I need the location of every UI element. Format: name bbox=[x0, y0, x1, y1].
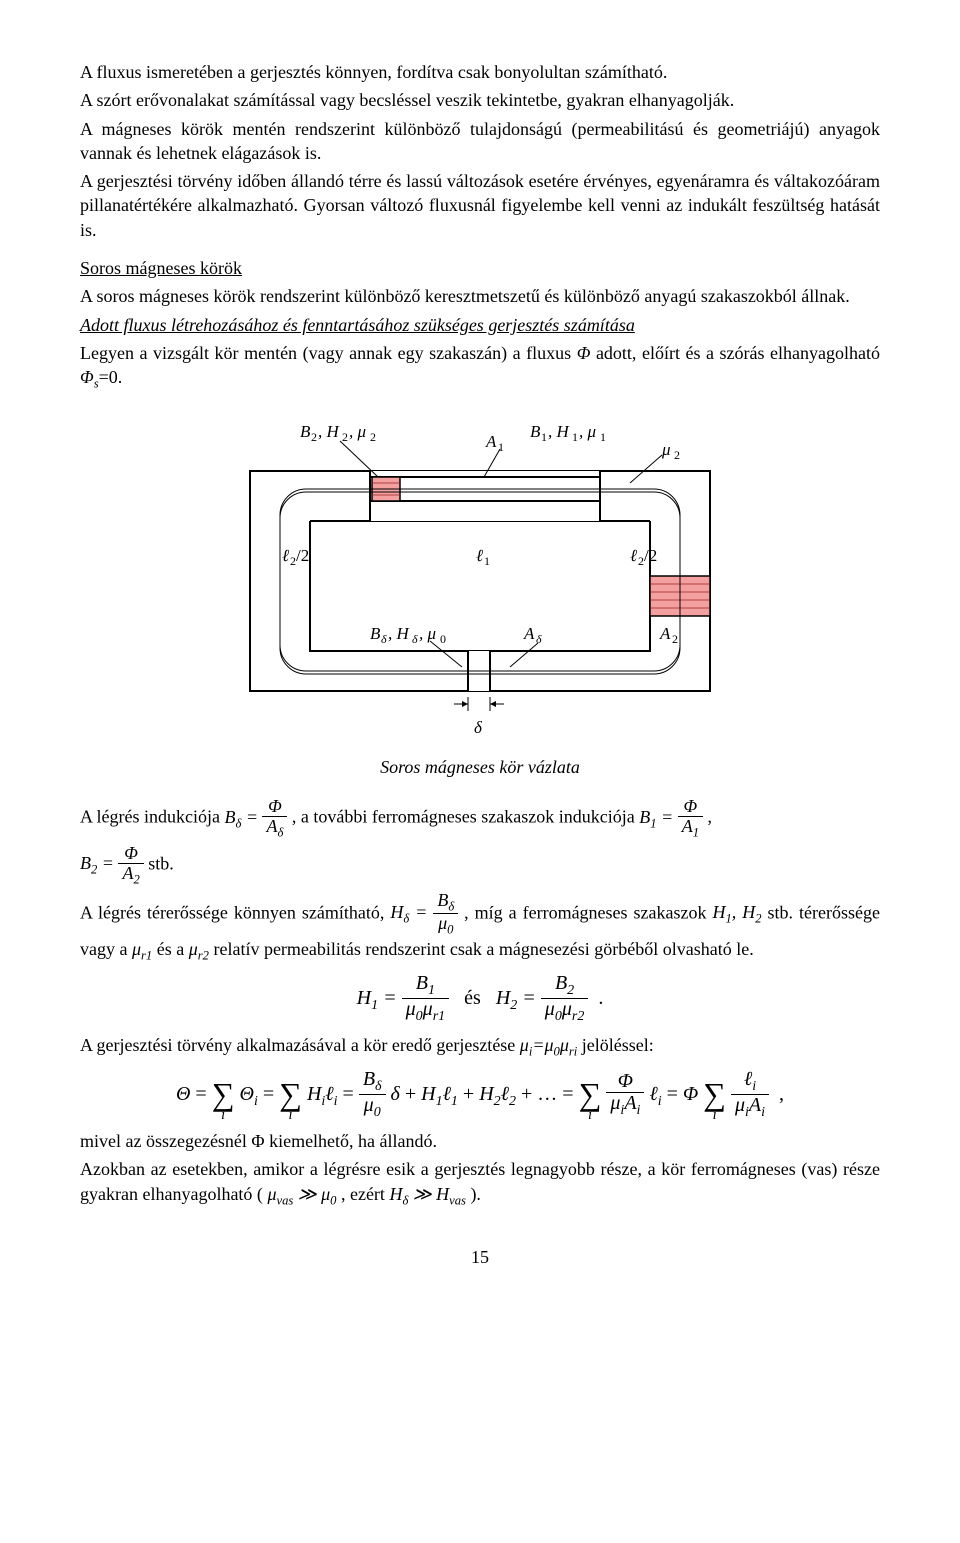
svg-text:2: 2 bbox=[370, 430, 376, 444]
para-6: Legyen a vizsgált kör mentén (vagy annak… bbox=[80, 341, 880, 393]
p7b: , a további ferromágneses szakaszok indu… bbox=[292, 807, 639, 827]
Hdelta-Hvas: Hδ ≫ Hvas bbox=[389, 1184, 466, 1204]
mui-eq: μi=μ0μri bbox=[520, 1035, 577, 1055]
svg-text:, μ: , μ bbox=[349, 422, 366, 441]
eq-H1-H2: H1 = B1μ0μr1 és H2 = B2μ0μr2 . bbox=[80, 973, 880, 1025]
svg-text:2: 2 bbox=[672, 632, 678, 646]
frac-phi-A1: ΦA1 bbox=[678, 797, 703, 840]
svg-text:δ: δ bbox=[536, 632, 542, 646]
series-magnetic-circuit-figure: B2 , H2 , μ2 A1 B1 , H1 , μ1 μ2 ℓ2/2 ℓ1 … bbox=[210, 411, 750, 741]
svg-text:A: A bbox=[659, 624, 671, 643]
svg-text:ℓ: ℓ bbox=[476, 546, 483, 565]
p8e: relatív permeabilitás rendszerint csak a… bbox=[213, 939, 753, 959]
svg-text:A: A bbox=[485, 432, 497, 451]
para-7: A légrés indukciója Bδ = ΦAδ , a további… bbox=[80, 797, 880, 840]
para-5: A soros mágneses körök rendszerint külön… bbox=[80, 284, 880, 308]
p6c: =0. bbox=[99, 367, 123, 387]
svg-text:2: 2 bbox=[311, 430, 317, 444]
p8a: A légrés térerőssége könnyen számítható, bbox=[80, 902, 390, 922]
svg-text:, H: , H bbox=[318, 422, 341, 441]
svg-text:ℓ: ℓ bbox=[282, 546, 289, 565]
para-8: A légrés térerőssége könnyen számítható,… bbox=[80, 891, 880, 965]
frac-phi-A2: ΦA2 bbox=[118, 844, 143, 887]
p9b: jelöléssel: bbox=[582, 1035, 654, 1055]
para-3: A mágneses körök mentén rendszerint külö… bbox=[80, 117, 880, 166]
svg-text:B: B bbox=[530, 422, 541, 441]
svg-text:1: 1 bbox=[498, 440, 504, 454]
svg-text:A: A bbox=[523, 624, 535, 643]
p6b: adott, előírt és a szórás elhanyagolható bbox=[596, 343, 880, 363]
p11b: , ezért bbox=[341, 1184, 389, 1204]
eq-B2: B2 = bbox=[80, 853, 118, 873]
p6a: Legyen a vizsgált kör mentén (vagy annak… bbox=[80, 343, 577, 363]
svg-text:B: B bbox=[300, 422, 311, 441]
frac-phi-Adelta: ΦAδ bbox=[262, 797, 287, 840]
svg-text:δ: δ bbox=[474, 718, 483, 737]
eq-B1: B1 = bbox=[639, 807, 677, 827]
para-4: A gerjesztési törvény időben állandó tér… bbox=[80, 169, 880, 242]
para-9: A gerjesztési törvény alkalmazásával a k… bbox=[80, 1033, 880, 1061]
para-2: A szórt erővonalakat számítással vagy be… bbox=[80, 88, 880, 112]
svg-text:δ: δ bbox=[381, 632, 387, 646]
page-number: 15 bbox=[80, 1245, 880, 1269]
svg-text:1: 1 bbox=[484, 554, 490, 568]
eq-theta: Θ = ∑i Θi = ∑i Hiℓi = Bδμ0 δ + H1ℓ1 + H2… bbox=[80, 1069, 880, 1121]
svg-text:, H: , H bbox=[548, 422, 571, 441]
mur2-sym: μr2 bbox=[189, 939, 209, 959]
figure-caption: Soros mágneses kör vázlata bbox=[80, 755, 880, 779]
svg-text:1: 1 bbox=[600, 430, 606, 444]
H1H2-sym: H1, H2 bbox=[712, 902, 761, 922]
p11c: ). bbox=[470, 1184, 481, 1204]
p7d-text: stb. bbox=[148, 853, 174, 873]
svg-text:, H: , H bbox=[388, 624, 411, 643]
adott-head-text: Adott fluxus létrehozásához és fenntartá… bbox=[80, 315, 635, 335]
soros-heading: Soros mágneses körök bbox=[80, 256, 880, 280]
phi-s-sym: Φs bbox=[80, 367, 99, 387]
para-11: Azokban az esetekben, amikor a légrésre … bbox=[80, 1157, 880, 1209]
muvas-mu0: μvas ≫ μ0 bbox=[267, 1184, 336, 1204]
svg-text:1: 1 bbox=[541, 430, 547, 444]
para-7d: B2 = ΦA2 stb. bbox=[80, 844, 880, 887]
svg-text:0: 0 bbox=[440, 632, 446, 646]
svg-text:ℓ: ℓ bbox=[630, 546, 637, 565]
svg-text:B: B bbox=[370, 624, 381, 643]
p7c: , bbox=[707, 807, 712, 827]
p8b: , míg a ferromágneses szakaszok bbox=[464, 902, 712, 922]
p9a: A gerjesztési törvény alkalmazásával a k… bbox=[80, 1035, 520, 1055]
eq-Hdelta: Hδ = bbox=[390, 902, 433, 922]
svg-text:, μ: , μ bbox=[579, 422, 596, 441]
frac-Bdelta-mu0: Bδμ0 bbox=[433, 891, 458, 938]
svg-text:/2: /2 bbox=[296, 546, 309, 565]
adott-heading: Adott fluxus létrehozásához és fenntartá… bbox=[80, 313, 880, 337]
svg-text:μ: μ bbox=[661, 440, 671, 459]
svg-text:δ: δ bbox=[412, 632, 418, 646]
eq-Bdelta: Bδ = bbox=[224, 807, 262, 827]
svg-text:, μ: , μ bbox=[419, 624, 436, 643]
svg-text:/2: /2 bbox=[644, 546, 657, 565]
p8d: és a bbox=[157, 939, 189, 959]
para-10: mivel az összegezésnél Φ kiemelhető, ha … bbox=[80, 1129, 880, 1153]
phi-sym: Φ bbox=[577, 343, 591, 363]
svg-text:1: 1 bbox=[572, 430, 578, 444]
svg-text:2: 2 bbox=[674, 448, 680, 462]
p7a: A légrés indukciója bbox=[80, 807, 224, 827]
para-1: A fluxus ismeretében a gerjesztés könnye… bbox=[80, 60, 880, 84]
mur1-sym: μr1 bbox=[132, 939, 152, 959]
svg-text:2: 2 bbox=[342, 430, 348, 444]
